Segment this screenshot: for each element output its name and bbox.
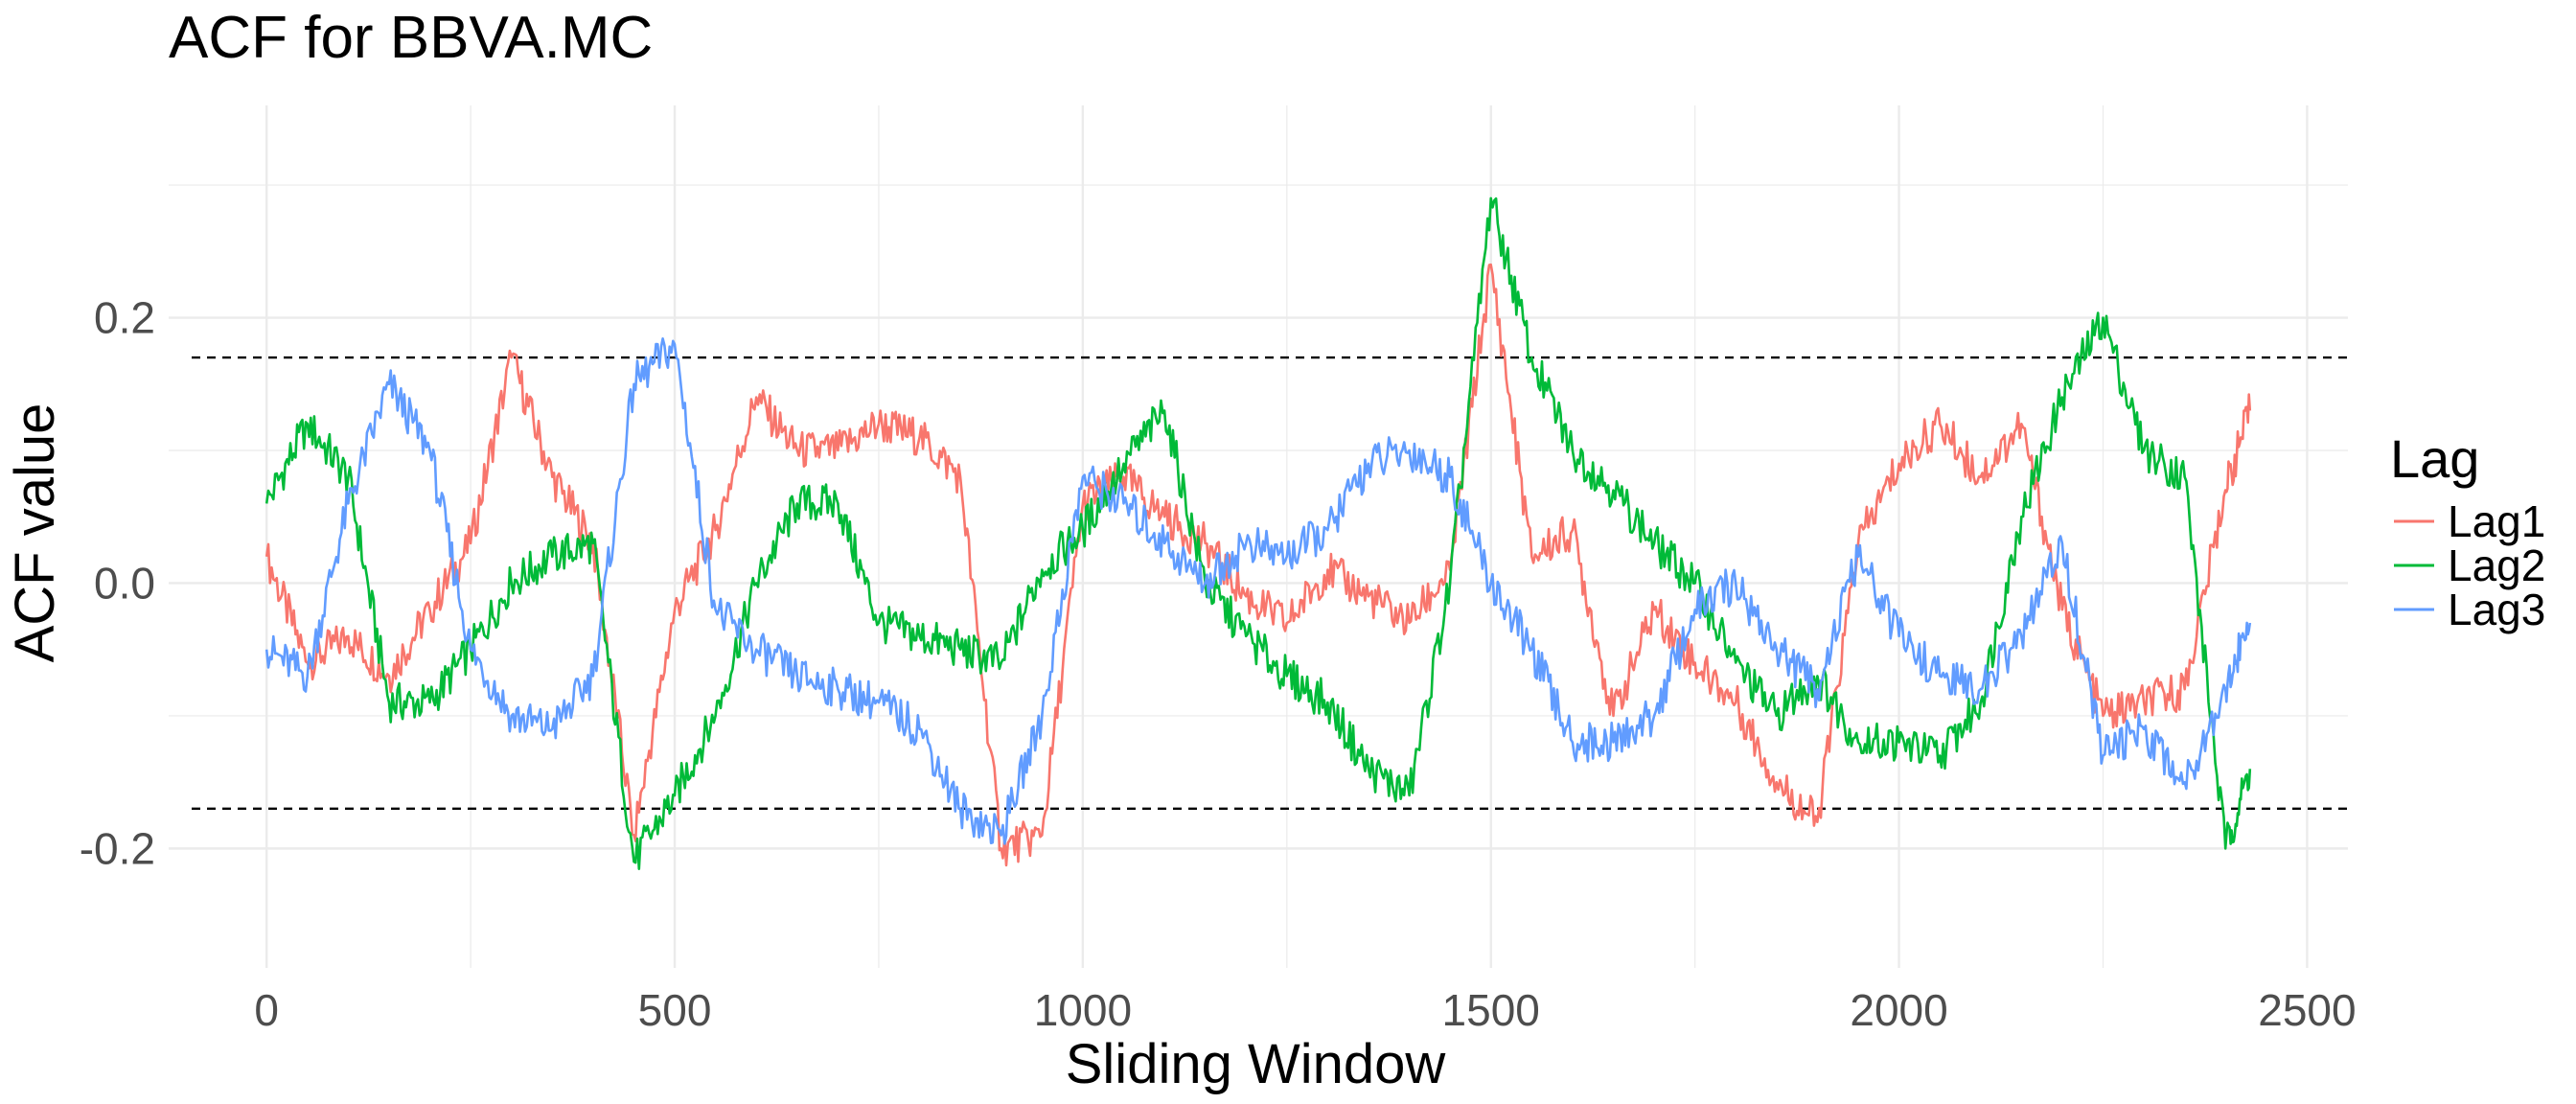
legend-label-lag2: Lag2 bbox=[2448, 540, 2545, 590]
series-lines bbox=[264, 196, 2252, 870]
y-tick-label: 0.0 bbox=[94, 558, 155, 608]
x-tick-label: 2000 bbox=[1850, 985, 1947, 1035]
series-line-lag2 bbox=[264, 196, 2252, 870]
legend-label-lag1: Lag1 bbox=[2448, 496, 2545, 546]
x-tick-label: 0 bbox=[254, 985, 279, 1035]
y-tick-label: -0.2 bbox=[80, 823, 155, 873]
x-tick-label: 500 bbox=[638, 985, 712, 1035]
grid bbox=[169, 105, 2348, 968]
y-axis-ticks: -0.2 0.0 0.2 bbox=[80, 293, 155, 874]
x-tick-label: 1000 bbox=[1034, 985, 1132, 1035]
series-line-lag1 bbox=[264, 263, 2252, 867]
chart-title: ACF for BBVA.MC bbox=[169, 5, 653, 71]
x-axis-ticks: 0 500 1000 1500 2000 2500 bbox=[254, 985, 2356, 1035]
significance-lines bbox=[192, 356, 2348, 811]
y-axis-label: ACF value bbox=[4, 403, 66, 663]
legend-label-lag3: Lag3 bbox=[2448, 585, 2545, 634]
x-tick-label: 2500 bbox=[2258, 985, 2356, 1035]
x-axis-label: Sliding Window bbox=[1066, 1033, 1447, 1095]
y-tick-label: 0.2 bbox=[94, 293, 155, 343]
x-tick-label: 1500 bbox=[1442, 985, 1540, 1035]
legend-title: Lag bbox=[2390, 428, 2479, 489]
series-line-lag3 bbox=[264, 337, 2252, 845]
